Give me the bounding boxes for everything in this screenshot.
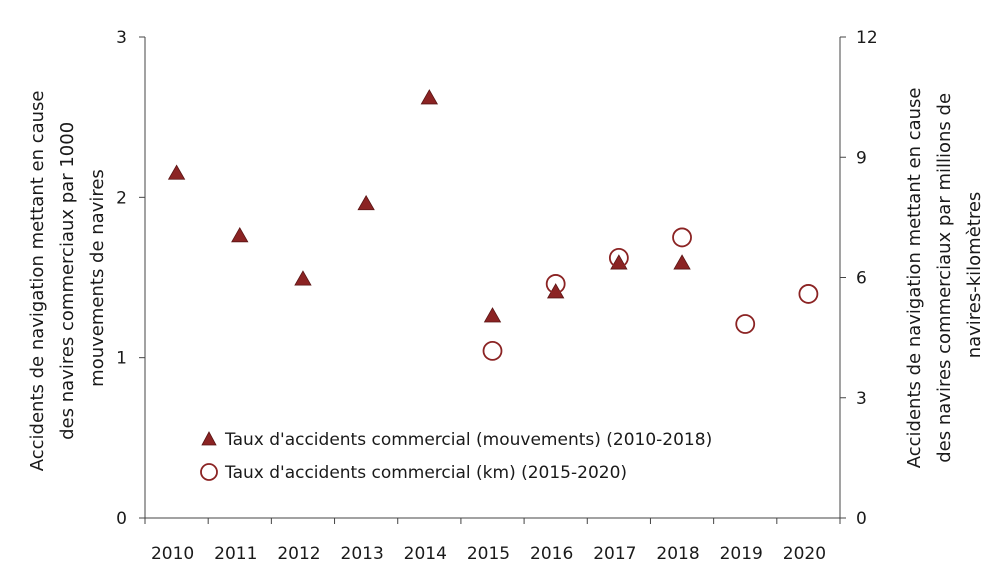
x-tick-label: 2019	[720, 544, 763, 564]
circle-point-2016	[545, 274, 566, 294]
triangle-point-2010	[167, 164, 186, 180]
right-axis-title-line-2: des navires commerciaux par millions de	[934, 93, 955, 463]
right-tick-label: 0	[856, 509, 867, 529]
legend-label-km: Taux d'accidents commercial (km) (2015-2…	[224, 463, 627, 483]
right-tick-labels: 0 3 6 9 12	[856, 28, 878, 529]
legend-item-movements: Taux d'accidents commercial (mouvements)…	[201, 430, 712, 450]
x-tick-label: 2017	[593, 544, 636, 564]
x-tick-label: 2014	[404, 544, 447, 564]
legend-label-movements: Taux d'accidents commercial (mouvements)…	[224, 430, 712, 450]
x-tick-label: 2010	[151, 544, 194, 564]
legend-circle-marker	[200, 463, 218, 481]
x-tick-label: 2018	[656, 544, 699, 564]
left-axis-title: Accidents de navigation mettant en cause…	[27, 85, 108, 472]
triangle-point-2018	[673, 254, 691, 270]
triangle-point-2015	[483, 307, 502, 323]
triangle-point-2013	[357, 194, 375, 211]
left-axis-title-line-2: des navires commerciaux par 1000	[57, 122, 78, 440]
x-tick-label: 2012	[277, 544, 320, 564]
x-tick-label: 2020	[783, 544, 826, 564]
left-tick-labels: 0 1 2 3	[116, 28, 127, 529]
left-axis-title-line-3: mouvements de navires	[87, 169, 108, 387]
axes	[139, 36, 846, 524]
circle-point-2020	[798, 284, 819, 304]
circle-point-2015	[482, 340, 503, 361]
left-tick-label: 2	[116, 188, 127, 208]
x-tick-label: 2011	[214, 544, 257, 564]
right-tick-label: 6	[856, 269, 867, 289]
left-tick-label: 0	[116, 509, 127, 529]
triangle-point-2012	[294, 270, 312, 286]
circle-point-2018	[672, 227, 692, 248]
legend-item-km: Taux d'accidents commercial (km) (2015-2…	[200, 463, 627, 483]
circle-point-2017	[608, 247, 629, 268]
triangle-point-2016	[546, 283, 565, 299]
x-tick-label: 2013	[341, 544, 384, 564]
circle-point-2019	[735, 314, 756, 334]
triangle-point-2011	[231, 227, 249, 243]
right-tick-label: 3	[856, 389, 867, 409]
x-tick-label: 2015	[467, 544, 510, 564]
right-tick-label: 9	[856, 148, 867, 168]
triangle-point-2014	[420, 89, 439, 105]
left-axis-title-line-1: Accidents de navigation mettant en cause	[27, 90, 48, 471]
right-axis-title-line-1: Accidents de navigation mettant en cause	[904, 87, 925, 468]
x-tick-labels: 2010 2011 2012 2013 2014 2015 2016 2017 2018 2019…	[151, 544, 826, 564]
legend: Taux d'accidents commercial (mouvements)…	[200, 430, 712, 483]
data-marks	[167, 89, 819, 361]
left-tick-label: 1	[116, 349, 127, 369]
right-axis-title-line-3: navires-kilomètres	[964, 192, 985, 359]
left-tick-label: 3	[116, 28, 127, 48]
right-axis-title: Accidents de navigation mettant en cause…	[904, 82, 985, 469]
right-tick-label: 12	[856, 28, 878, 48]
x-tick-label: 2016	[530, 544, 573, 564]
legend-triangle-marker	[201, 431, 217, 446]
